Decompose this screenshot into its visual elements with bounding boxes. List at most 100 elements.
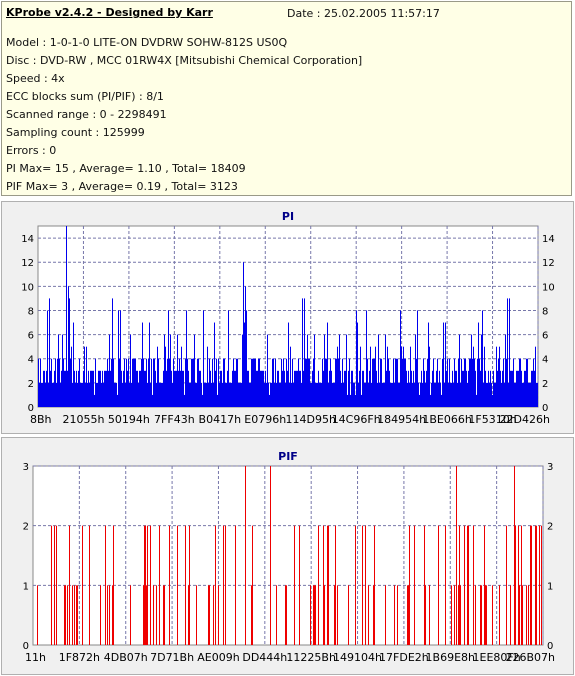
pif-bar: [473, 525, 474, 645]
pi-bar: [353, 382, 354, 407]
pi-bar: [395, 358, 396, 407]
pi-bar: [46, 370, 47, 407]
pi-bar: [76, 370, 77, 407]
pi-bar: [506, 358, 507, 407]
pif-bar: [145, 525, 146, 645]
pi-bar: [262, 370, 263, 407]
pi-bar: [254, 358, 255, 407]
pi-bar: [315, 382, 316, 407]
pi-bar: [233, 358, 234, 407]
pi-bar: [56, 382, 57, 407]
pi-bar: [490, 370, 491, 407]
pi-bar: [279, 382, 280, 407]
pi-bar: [317, 382, 318, 407]
pi-bar: [75, 382, 76, 407]
pi-bar: [65, 370, 66, 407]
pi-bar: [530, 382, 531, 407]
pi-bar: [329, 370, 330, 407]
pif-bar: [408, 585, 409, 645]
pi-bar: [251, 358, 252, 407]
pi-bar: [169, 358, 170, 407]
pi-bar: [198, 358, 199, 407]
pi-bar: [228, 310, 229, 407]
pi-bar: [488, 370, 489, 407]
pi-bar: [62, 334, 63, 407]
pif-bar: [89, 525, 90, 645]
pi-bar: [276, 382, 277, 407]
pi-bar: [109, 334, 110, 407]
pi-bar: [269, 394, 270, 407]
pif-xtick: 1B69E8h: [426, 651, 475, 664]
pi-bar: [181, 346, 182, 407]
pi-bar: [324, 334, 325, 407]
pi-bar: [501, 382, 502, 407]
pif-xtick: 11225Bh: [286, 651, 336, 664]
pi-bar: [102, 370, 103, 407]
pi-bar: [507, 298, 508, 407]
pi-bar: [301, 382, 302, 407]
pi-ytick-left: 10: [21, 282, 34, 293]
pi-bar: [321, 382, 322, 407]
pi-bar: [484, 346, 485, 407]
pi-bar: [131, 382, 132, 407]
pi-bar: [268, 382, 269, 407]
pif-bar: [409, 525, 410, 645]
pi-bar: [142, 322, 143, 407]
pif-bar: [492, 585, 493, 645]
model-line: Model : 1-0-1-0 LITE-ON DVDRW SOHW-812S …: [6, 36, 288, 49]
pi-bar: [445, 322, 446, 407]
pi-bar: [364, 382, 365, 407]
pi-bar: [389, 370, 390, 407]
pi-bar: [422, 382, 423, 407]
pi-bar: [457, 382, 458, 407]
pi-bar: [396, 358, 397, 407]
pi-bar: [412, 382, 413, 407]
pi-bar: [119, 358, 120, 407]
pi-bar: [206, 382, 207, 407]
pi-bar: [486, 382, 487, 407]
pi-bar: [290, 346, 291, 407]
pif-bar: [368, 585, 369, 645]
pi-bar: [377, 382, 378, 407]
pi-bar: [225, 382, 226, 407]
pi-bar: [294, 370, 295, 407]
pi-bar: [105, 370, 106, 407]
pi-bar: [309, 358, 310, 407]
pi-bar: [184, 394, 185, 407]
pi-bar: [54, 370, 55, 407]
pi-bar: [399, 382, 400, 407]
pif-title: PIF: [278, 450, 298, 463]
pi-bar: [265, 370, 266, 407]
pi-bar: [367, 358, 368, 407]
pif-bar: [397, 585, 398, 645]
pi-bar: [337, 346, 338, 407]
pi-bar: [444, 382, 445, 407]
pi-bar: [128, 358, 129, 407]
pi-bar: [227, 370, 228, 407]
pif-bar: [185, 525, 186, 645]
pi-bar: [319, 382, 320, 407]
pi-bar: [203, 310, 204, 407]
pi-bar: [141, 358, 142, 407]
pi-bar: [291, 382, 292, 407]
pi-bar: [295, 370, 296, 407]
pif-bar: [362, 525, 363, 645]
pif-bar: [355, 525, 356, 645]
pif-bar: [164, 585, 165, 645]
pi-bar: [463, 370, 464, 407]
pi-bar: [293, 382, 294, 407]
pif-bar: [335, 525, 336, 645]
pi-bar: [38, 358, 39, 407]
pi-bar: [322, 358, 323, 407]
pi-bar: [375, 346, 376, 407]
pif-bar: [373, 585, 374, 645]
pi-bar: [292, 358, 293, 407]
pi-bar: [74, 370, 75, 407]
pi-bar: [249, 382, 250, 407]
pi-bar: [455, 370, 456, 407]
pi-chart: PI 0 0 2 2 4 4 6 6 8 8 10 10 12 12 14 14 8Bh 21055h 50194h 7…: [21, 210, 554, 426]
pi-bar: [108, 370, 109, 407]
pi-bar: [160, 382, 161, 407]
pi-bar: [318, 370, 319, 407]
pi-ytick-left: 8: [28, 306, 34, 317]
